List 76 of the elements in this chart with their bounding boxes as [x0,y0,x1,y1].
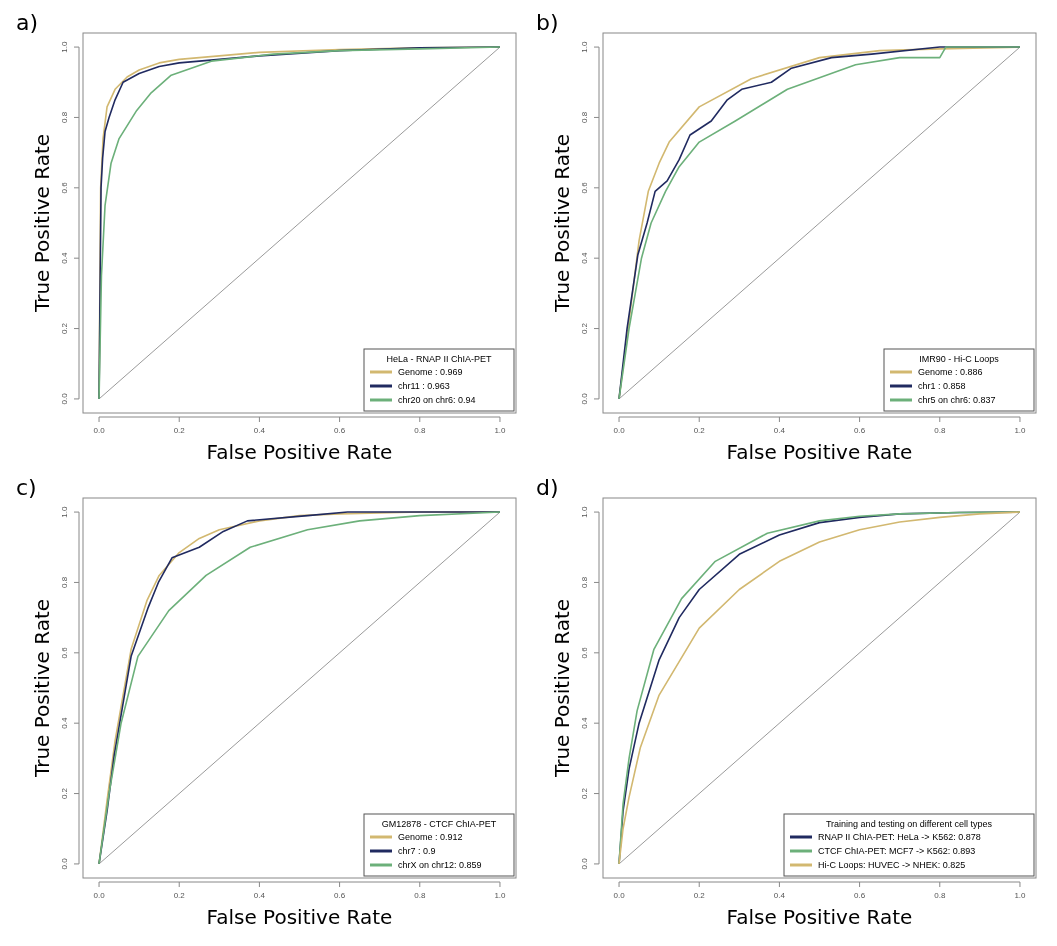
y-tick-label: 0.4 [60,717,69,729]
y-tick-label: 0.8 [580,576,589,589]
x-tick-label: 0.2 [173,426,186,435]
y-tick-label: 0.8 [60,576,69,589]
x-axis-title: False Positive Rate [206,440,393,464]
x-tick-label: 0.4 [253,426,266,435]
x-tick-label: 0.2 [693,891,706,900]
y-tick-label: 1.0 [60,505,69,518]
x-tick-label: 0.8 [934,426,946,435]
x-axis-title: False Positive Rate [726,905,913,929]
legend-label: chrX on chr12: 0.859 [398,860,482,870]
x-tick-label: 0.8 [414,891,426,900]
legend-label: Hi-C Loops: HUVEC -> NHEK: 0.825 [818,860,966,870]
x-tick-label: 0.8 [934,891,946,900]
x-tick-label: 0.0 [613,426,626,435]
chart-title: b) [536,10,559,35]
y-tick-label: 0.2 [580,322,589,335]
x-axis-title: False Positive Rate [206,905,393,929]
chart-title: d) [536,475,559,500]
y-tick-label: 0.2 [60,322,69,335]
legend-label: chr11 : 0.963 [398,381,450,391]
x-tick-label: 0.6 [334,891,346,900]
x-tick-label: 0.4 [773,426,786,435]
y-tick-label: 0.6 [580,646,589,659]
y-tick-label: 0.4 [60,252,69,264]
y-tick-label: 0.2 [60,787,69,800]
y-axis-title: True Positive Rate [550,598,574,779]
y-tick-label: 0.0 [60,392,69,405]
x-tick-label: 1.0 [494,891,507,900]
chart-title: c) [16,475,37,500]
legend-title: HeLa - RNAP II ChIA-PET [386,354,492,364]
x-tick-label: 1.0 [1014,891,1027,900]
y-tick-label: 0.0 [580,857,589,870]
legend-label: Genome : 0.886 [918,367,983,377]
legend-label: chr1 : 0.858 [918,381,966,391]
x-tick-label: 0.4 [253,891,266,900]
x-tick-label: 0.6 [334,426,346,435]
y-tick-label: 0.0 [580,392,589,405]
legend-label: RNAP II ChIA-PET: HeLa -> K562: 0.878 [818,832,981,842]
legend-label: chr7 : 0.9 [398,846,436,856]
x-tick-label: 0.0 [613,891,626,900]
legend-label: chr20 on chr6: 0.94 [398,395,476,405]
x-tick-label: 1.0 [1014,426,1027,435]
x-tick-label: 0.8 [414,426,426,435]
y-tick-label: 1.0 [580,505,589,518]
y-tick-label: 0.6 [60,181,69,194]
legend-title: Training and testing on different cell types [825,819,993,829]
y-tick-label: 0.6 [580,181,589,194]
y-axis-title: True Positive Rate [30,133,54,314]
y-tick-label: 0.6 [60,646,69,659]
y-tick-label: 1.0 [580,40,589,53]
chart-title: a) [16,10,39,35]
x-tick-label: 0.4 [773,891,786,900]
x-tick-label: 0.0 [93,891,106,900]
x-tick-label: 0.6 [854,426,866,435]
x-tick-label: 0.0 [93,426,106,435]
x-axis-title: False Positive Rate [726,440,913,464]
y-tick-label: 0.0 [60,857,69,870]
y-axis-title: True Positive Rate [30,598,54,779]
y-tick-label: 0.2 [580,787,589,800]
legend-label: Genome : 0.912 [398,832,463,842]
legend-title: IMR90 - Hi-C Loops [919,354,1000,364]
y-tick-label: 0.8 [580,111,589,124]
y-tick-label: 1.0 [60,40,69,53]
legend-label: chr5 on chr6: 0.837 [918,395,996,405]
y-tick-label: 0.8 [60,111,69,124]
y-tick-label: 0.4 [580,252,589,264]
x-tick-label: 0.6 [854,891,866,900]
legend-label: CTCF ChIA-PET: MCF7 -> K562: 0.893 [818,846,976,856]
y-tick-label: 0.4 [580,717,589,729]
x-tick-label: 0.2 [173,891,186,900]
x-tick-label: 0.2 [693,426,706,435]
x-tick-label: 1.0 [494,426,507,435]
legend-title: GM12878 - CTCF ChIA-PET [381,819,497,829]
y-axis-title: True Positive Rate [550,133,574,314]
legend-label: Genome : 0.969 [398,367,463,377]
